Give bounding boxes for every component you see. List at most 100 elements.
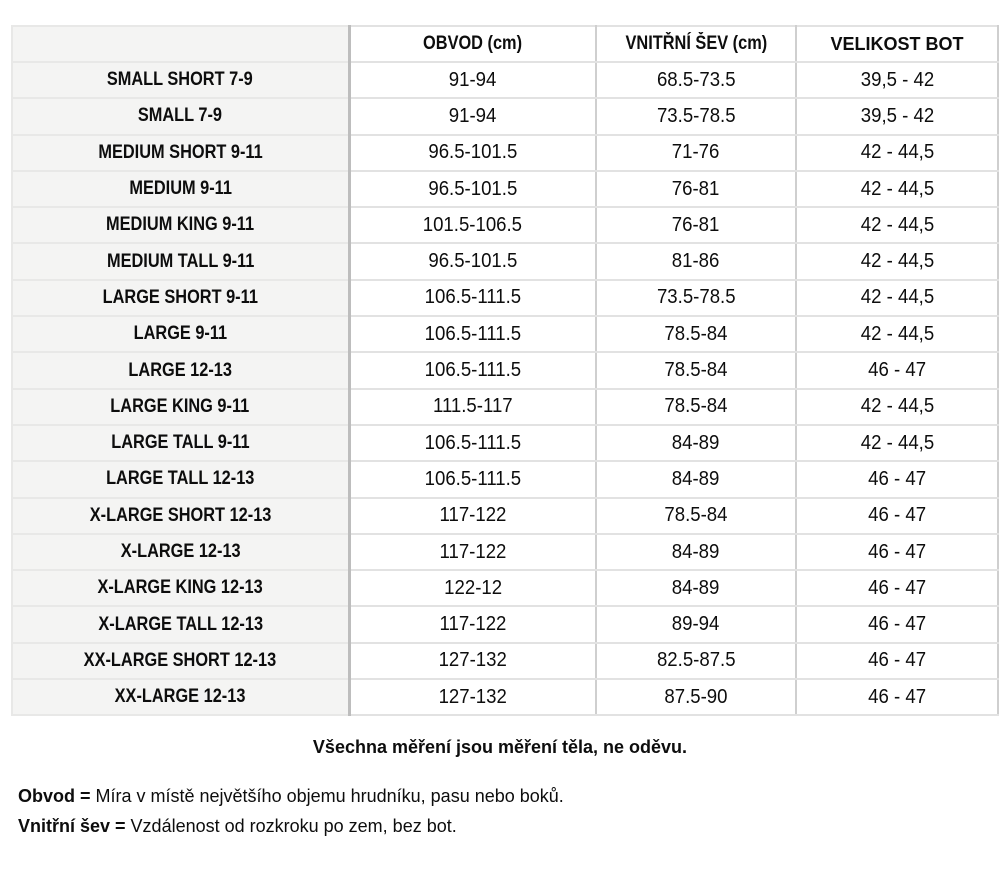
obvod-value-text: 101.5-106.5 — [423, 213, 523, 236]
sev-value-text: 78.5-84 — [664, 359, 728, 382]
row-label-text: LARGE TALL 9-11 — [111, 432, 250, 454]
bot-value-cell: 46 - 47 — [795, 641, 999, 681]
sev-value-cell: 84-89 — [595, 532, 797, 572]
obvod-value-text: 117-122 — [439, 540, 507, 563]
sev-value-cell: 78.5-84 — [595, 351, 797, 390]
table-row: LARGE 9-11 106.5-111.5 78.5-84 42 - 44,5 — [11, 315, 999, 354]
row-label-text: MEDIUM 9-11 — [128, 178, 232, 200]
row-label-text: XX-LARGE 12-13 — [114, 686, 246, 708]
obvod-value-text: 117-122 — [439, 504, 507, 527]
obvod-value-cell: 91-94 — [347, 60, 597, 100]
table-row: X-LARGE SHORT 12-13 117-122 78.5-84 46 - 47 — [11, 496, 999, 535]
obvod-value-cell: 106.5-111.5 — [347, 351, 597, 390]
sev-value-cell: 78.5-84 — [595, 315, 797, 354]
size-chart: OBVOD (cm) VNITŘNÍ ŠEV (cm) VELIKOST BOT… — [11, 25, 999, 717]
row-label-cell: MEDIUM SHORT 9-11 — [11, 133, 350, 172]
row-label-text: LARGE SHORT 9-11 — [102, 286, 258, 308]
obvod-value-cell: 127-132 — [347, 678, 597, 717]
sev-value-text: 82.5-87.5 — [656, 649, 736, 672]
obvod-value-text: 96.5-101.5 — [428, 250, 518, 273]
row-label-text: LARGE 12-13 — [128, 359, 233, 381]
table-row: LARGE TALL 12-13 106.5-111.5 84-89 46 - 47 — [11, 460, 999, 499]
sev-value-text: 81-86 — [672, 250, 720, 273]
row-label-cell: MEDIUM KING 9-11 — [11, 206, 350, 245]
sev-value-text: 84-89 — [672, 431, 720, 454]
row-label-cell: X-LARGE 12-13 — [11, 532, 350, 572]
table-row: LARGE KING 9-11 111.5-117 78.5-84 42 - 44,5 — [11, 387, 999, 426]
sev-value-text: 84-89 — [672, 540, 720, 563]
row-label-text: XX-LARGE SHORT 12-13 — [83, 649, 277, 671]
bot-value-text: 39,5 - 42 — [860, 68, 934, 91]
sev-value-text: 71-76 — [672, 141, 720, 164]
row-label-cell: MEDIUM 9-11 — [11, 169, 350, 209]
obvod-value-text: 106.5-111.5 — [424, 431, 522, 454]
sev-header-label: VNITŘNÍ ŠEV (cm) — [625, 33, 767, 54]
obvod-value-cell: 96.5-101.5 — [347, 133, 597, 172]
table-row: LARGE 12-13 106.5-111.5 78.5-84 46 - 47 — [11, 351, 999, 390]
bot-value-cell: 42 - 44,5 — [795, 423, 999, 463]
sev-value-cell: 76-81 — [595, 206, 797, 245]
obvod-value-cell: 111.5-117 — [347, 387, 597, 426]
bot-value-text: 46 - 47 — [868, 685, 926, 708]
sev-value-cell: 89-94 — [595, 605, 797, 644]
sev-value-cell: 84-89 — [595, 569, 797, 608]
sev-value-text: 73.5-78.5 — [656, 104, 736, 127]
row-label-text: LARGE KING 9-11 — [110, 395, 250, 417]
sev-value-text: 78.5-84 — [664, 322, 728, 345]
row-label-cell: LARGE 9-11 — [11, 315, 350, 354]
sev-value-cell: 78.5-84 — [595, 496, 797, 535]
note-obvod: Obvod = Míra v místě největšího objemu hr… — [18, 781, 564, 811]
sev-value-cell: 68.5-73.5 — [595, 60, 797, 100]
bot-value-text: 46 - 47 — [868, 359, 926, 382]
obvod-value-cell: 117-122 — [347, 605, 597, 644]
row-label-cell: XX-LARGE 12-13 — [11, 678, 350, 717]
sev-value-text: 78.5-84 — [664, 504, 728, 527]
bot-value-text: 42 - 44,5 — [860, 141, 934, 164]
bot-header-cell: VELIKOST BOT — [795, 25, 999, 63]
bot-value-text: 42 - 44,5 — [860, 250, 934, 273]
note-obvod-term: Obvod = — [18, 786, 91, 806]
sev-value-cell: 71-76 — [595, 133, 797, 172]
row-label-text: LARGE 9-11 — [133, 323, 228, 345]
table-row: MEDIUM SHORT 9-11 96.5-101.5 71-76 42 - 44,… — [11, 133, 999, 172]
bot-value-text: 46 - 47 — [868, 467, 926, 490]
bot-value-cell: 42 - 44,5 — [795, 315, 999, 354]
bot-value-cell: 46 - 47 — [795, 605, 999, 644]
table-row: MEDIUM 9-11 96.5-101.5 76-81 42 - 44,5 — [11, 169, 999, 209]
table-row: X-LARGE KING 12-13 122-12 84-89 46 - 47 — [11, 569, 999, 608]
row-label-text: LARGE TALL 12-13 — [106, 468, 255, 490]
obvod-value-text: 127-132 — [438, 685, 507, 708]
row-label-text: X-LARGE KING 12-13 — [97, 577, 263, 599]
row-label-text: MEDIUM KING 9-11 — [106, 214, 255, 236]
table-row: XX-LARGE SHORT 12-13 127-132 82.5-87.5 46 -… — [11, 641, 999, 681]
definitions: Obvod = Míra v místě největšího objemu hr… — [18, 781, 564, 841]
row-label-text: X-LARGE TALL 12-13 — [97, 613, 263, 635]
bot-value-cell: 39,5 - 42 — [795, 97, 999, 136]
sev-value-text: 76-81 — [672, 213, 720, 236]
bot-value-text: 42 - 44,5 — [860, 286, 934, 309]
sev-value-text: 84-89 — [672, 467, 720, 490]
obvod-value-text: 91-94 — [448, 104, 497, 127]
obvod-value-text: 106.5-111.5 — [424, 359, 522, 382]
bot-header-label: VELIKOST BOT — [830, 33, 964, 54]
row-label-cell: LARGE 12-13 — [11, 351, 350, 390]
bot-value-cell: 42 - 44,5 — [795, 387, 999, 426]
bot-value-cell: 46 - 47 — [795, 532, 999, 572]
row-label-cell: X-LARGE SHORT 12-13 — [11, 496, 350, 535]
sev-value-cell: 87.5-90 — [595, 678, 797, 717]
obvod-value-text: 91-94 — [448, 68, 497, 91]
bot-value-cell: 42 - 44,5 — [795, 169, 999, 209]
sev-value-text: 78.5-84 — [664, 395, 728, 418]
sev-value-cell: 76-81 — [595, 169, 797, 209]
obvod-value-cell: 106.5-111.5 — [347, 423, 597, 463]
bot-value-text: 42 - 44,5 — [860, 395, 934, 418]
sev-value-text: 73.5-78.5 — [656, 286, 736, 309]
bot-value-cell: 42 - 44,5 — [795, 133, 999, 172]
obvod-value-cell: 96.5-101.5 — [347, 169, 597, 209]
sev-value-cell: 84-89 — [595, 423, 797, 463]
bot-value-cell: 46 - 47 — [795, 496, 999, 535]
bot-value-cell: 46 - 47 — [795, 569, 999, 608]
size-chart-table: OBVOD (cm) VNITŘNÍ ŠEV (cm) VELIKOST BOT… — [11, 25, 999, 717]
sev-value-text: 84-89 — [672, 576, 720, 599]
table-row: MEDIUM KING 9-11 101.5-106.5 76-81 42 - 44,… — [11, 206, 999, 245]
